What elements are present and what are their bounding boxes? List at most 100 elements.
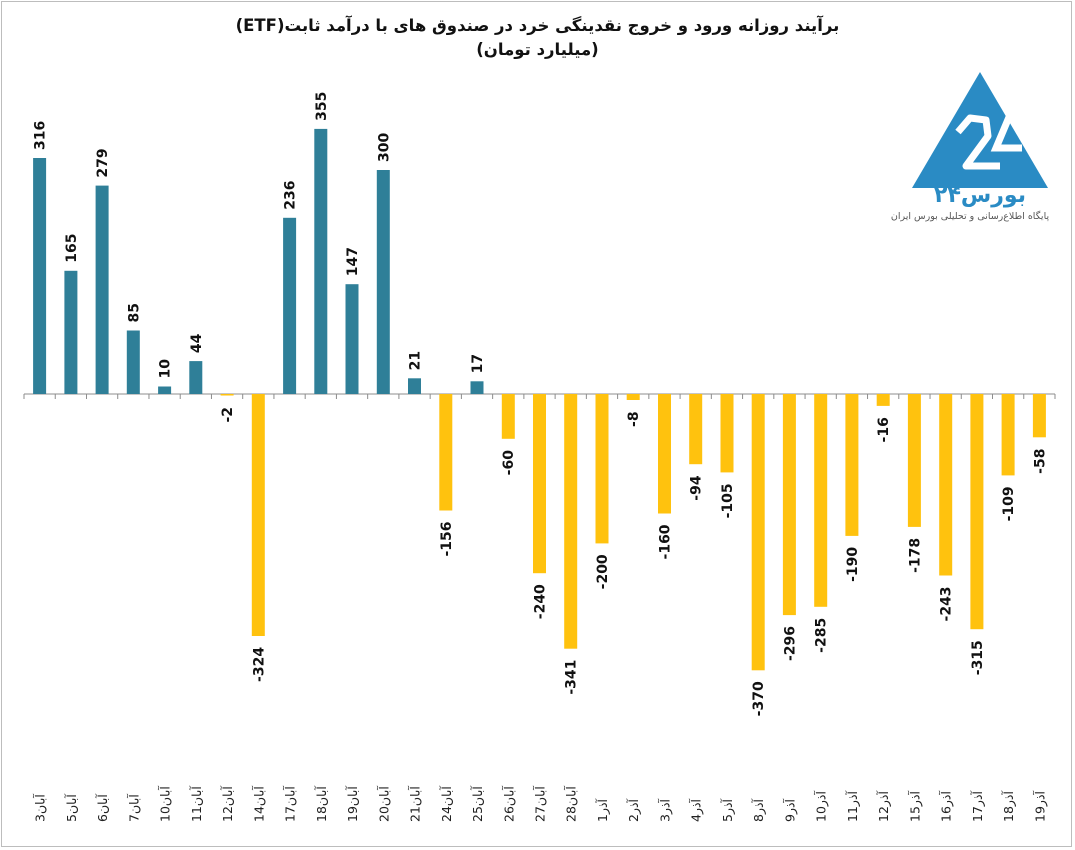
chart-title-line1: برآیند روزانه ورود و خروج نقدینگی خرد در… (235, 16, 840, 35)
data-label-text: -200 (595, 554, 611, 589)
data-label-text: -60 (501, 450, 517, 476)
data-label-bg (155, 355, 174, 383)
data-label: -285 (811, 610, 830, 657)
x-tick-label: 14آبان (251, 786, 266, 822)
data-label-bg (717, 476, 736, 523)
data-label: 165 (61, 230, 80, 267)
data-label-bg (967, 633, 986, 680)
x-tick-label: 3آذر (657, 798, 673, 822)
data-label: 355 (311, 88, 330, 125)
x-tick-label: 19آذر (1032, 790, 1048, 822)
x-tick-label: 18آبان (314, 786, 329, 822)
x-tick-label: 20آبان (376, 786, 391, 822)
data-label-bg (624, 403, 643, 431)
data-label: -200 (592, 547, 611, 594)
data-label-text: -105 (720, 483, 736, 518)
x-tick-label: 3آبان (33, 794, 48, 822)
x-tick-label: 19آبان (345, 786, 360, 822)
data-label-text: -240 (533, 584, 549, 619)
chart-title-line2: (میلیارد تومان) (476, 40, 599, 59)
bar (64, 270, 78, 394)
data-label-text: -58 (1032, 449, 1048, 474)
data-label-text: -2 (220, 407, 236, 423)
bar (189, 361, 203, 394)
data-label-text: 17 (470, 354, 486, 373)
bar (220, 394, 234, 396)
data-label-bg (530, 577, 549, 624)
data-label-text: -178 (907, 538, 923, 573)
x-tick-label: 12آذر (876, 790, 892, 822)
bar (970, 394, 984, 630)
data-label-bg (405, 347, 424, 375)
data-label: -16 (874, 409, 893, 447)
data-label-bg (374, 129, 393, 166)
bar (720, 394, 734, 473)
data-label: 316 (30, 117, 49, 155)
data-label: -105 (717, 476, 736, 523)
x-tick-label: 11آذر (845, 790, 861, 822)
data-label-bg (311, 88, 330, 125)
bar (814, 394, 828, 607)
data-label: -94 (686, 468, 705, 505)
data-label-bg (874, 409, 893, 447)
x-tick-label: 25آبان (470, 786, 485, 822)
data-label: -243 (936, 579, 955, 626)
data-label: -156 (436, 514, 455, 561)
data-label-text: 44 (189, 333, 205, 353)
data-label: -240 (530, 577, 549, 624)
data-label-text: -94 (689, 475, 705, 501)
bourse24-logo-icon (912, 72, 1048, 188)
x-tick-label: 2آذر (626, 798, 642, 822)
bar (345, 284, 359, 394)
bar (439, 394, 453, 511)
data-label-text: 165 (64, 234, 80, 263)
data-label-bg (343, 243, 362, 281)
data-label-bg (999, 479, 1018, 526)
data-label-bg (780, 619, 799, 666)
data-label-bg (249, 639, 268, 686)
data-label-text: -156 (439, 521, 455, 556)
data-label-bg (936, 579, 955, 626)
x-tick-label: 17آذر (970, 790, 986, 822)
data-label-text: -315 (970, 640, 986, 675)
data-label-bg (468, 350, 487, 378)
data-label-text: -8 (626, 411, 642, 427)
data-label-bg (61, 230, 80, 267)
x-tick-label: 17آبان (283, 786, 298, 822)
x-tick-label: 1آذر (595, 798, 611, 822)
data-label-bg (655, 517, 674, 564)
x-tick-label: 26آبان (501, 786, 516, 822)
x-tick-label: 18آذر (1001, 790, 1017, 822)
data-label-bg (686, 468, 705, 505)
x-tick-label: 28آبان (564, 786, 579, 822)
bar (283, 217, 297, 394)
data-label: 10 (155, 355, 174, 383)
data-label: 300 (374, 129, 393, 166)
logo-tagline: پایگاه اطلاع‌رسانی و تحلیلی بورس ایران (890, 211, 1050, 222)
data-label-bg (218, 399, 237, 427)
data-label: -160 (655, 517, 674, 564)
data-label: 17 (468, 350, 487, 378)
bar (689, 394, 703, 465)
data-label: -370 (749, 674, 768, 721)
data-label-bg (436, 514, 455, 561)
data-label-bg (749, 674, 768, 721)
data-label-bg (1030, 441, 1049, 478)
x-tick-label: 11آبان (189, 786, 204, 822)
data-label-bg (124, 299, 143, 327)
data-label-bg (30, 117, 49, 155)
x-tick-label: 7آبان (126, 794, 141, 822)
data-label: -190 (842, 539, 861, 586)
data-label: -8 (624, 403, 643, 431)
data-label: -341 (561, 652, 580, 699)
data-label-text: 85 (126, 303, 142, 322)
data-label: 21 (405, 347, 424, 375)
data-label-text: 10 (158, 359, 174, 379)
bar (95, 185, 109, 394)
bar (939, 394, 953, 576)
data-label-text: 21 (408, 351, 424, 370)
bar (470, 381, 484, 394)
data-label-bg (561, 652, 580, 699)
data-label: -60 (499, 442, 518, 480)
